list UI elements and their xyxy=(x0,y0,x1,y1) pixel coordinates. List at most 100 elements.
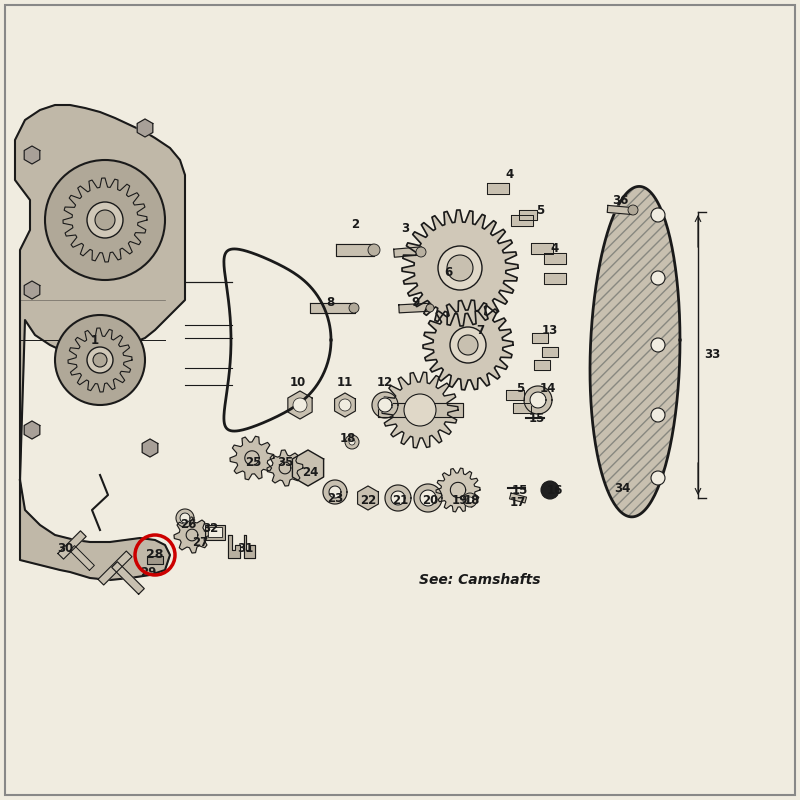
Text: 11: 11 xyxy=(337,375,353,389)
Circle shape xyxy=(426,304,434,312)
Circle shape xyxy=(447,255,473,281)
Polygon shape xyxy=(436,468,480,512)
Polygon shape xyxy=(288,391,312,419)
Text: 19: 19 xyxy=(452,494,468,506)
Text: 15: 15 xyxy=(512,483,528,497)
Polygon shape xyxy=(544,273,566,283)
Circle shape xyxy=(651,271,665,285)
Polygon shape xyxy=(24,421,40,439)
Polygon shape xyxy=(334,393,355,417)
Text: 25: 25 xyxy=(245,455,261,469)
Circle shape xyxy=(45,160,165,280)
Polygon shape xyxy=(15,105,185,480)
Text: 8: 8 xyxy=(326,295,334,309)
Text: 4: 4 xyxy=(506,169,514,182)
Bar xyxy=(208,527,222,537)
Text: 3: 3 xyxy=(401,222,409,234)
Circle shape xyxy=(541,481,559,499)
Text: 10: 10 xyxy=(290,375,306,389)
Circle shape xyxy=(651,408,665,422)
Polygon shape xyxy=(358,486,378,510)
Circle shape xyxy=(651,338,665,352)
Text: 20: 20 xyxy=(422,494,438,506)
Polygon shape xyxy=(112,562,144,594)
Text: 24: 24 xyxy=(302,466,318,478)
Polygon shape xyxy=(378,403,462,417)
Text: 33: 33 xyxy=(704,349,720,362)
Polygon shape xyxy=(90,205,120,235)
Polygon shape xyxy=(267,450,303,486)
Polygon shape xyxy=(534,360,550,370)
Text: 36: 36 xyxy=(612,194,628,206)
Polygon shape xyxy=(450,482,466,498)
Text: 31: 31 xyxy=(237,542,253,554)
Polygon shape xyxy=(511,214,533,226)
Polygon shape xyxy=(176,509,194,527)
Polygon shape xyxy=(58,531,86,559)
Polygon shape xyxy=(524,386,552,414)
Polygon shape xyxy=(70,546,94,570)
Circle shape xyxy=(651,208,665,222)
Polygon shape xyxy=(394,246,422,258)
Polygon shape xyxy=(530,392,546,408)
Text: 12: 12 xyxy=(377,375,393,389)
Polygon shape xyxy=(532,333,548,343)
Polygon shape xyxy=(382,372,458,448)
Polygon shape xyxy=(487,182,509,194)
Polygon shape xyxy=(336,244,374,256)
Text: 1: 1 xyxy=(91,334,99,346)
Polygon shape xyxy=(24,281,40,299)
Polygon shape xyxy=(531,242,553,254)
Polygon shape xyxy=(590,186,680,517)
Polygon shape xyxy=(542,347,558,357)
Circle shape xyxy=(349,303,359,313)
Polygon shape xyxy=(423,300,513,390)
Text: 15: 15 xyxy=(529,411,545,425)
Text: 30: 30 xyxy=(57,542,73,554)
Polygon shape xyxy=(323,480,347,504)
Polygon shape xyxy=(24,146,40,164)
Polygon shape xyxy=(402,210,518,326)
Text: 22: 22 xyxy=(360,494,376,506)
Circle shape xyxy=(368,244,380,256)
Circle shape xyxy=(293,398,307,412)
Polygon shape xyxy=(142,439,158,457)
Text: 14: 14 xyxy=(540,382,556,394)
Text: 35: 35 xyxy=(277,455,293,469)
Polygon shape xyxy=(544,253,566,263)
Circle shape xyxy=(450,327,486,363)
Text: 28: 28 xyxy=(146,549,164,562)
Text: 16: 16 xyxy=(547,483,563,497)
Polygon shape xyxy=(244,535,255,558)
Circle shape xyxy=(438,246,482,290)
Text: 5: 5 xyxy=(536,203,544,217)
Text: 27: 27 xyxy=(192,537,208,550)
Polygon shape xyxy=(420,490,436,506)
Text: 18: 18 xyxy=(340,431,356,445)
Polygon shape xyxy=(293,450,323,486)
Polygon shape xyxy=(63,178,147,262)
Text: 23: 23 xyxy=(327,491,343,505)
Polygon shape xyxy=(180,513,190,523)
Text: 21: 21 xyxy=(392,494,408,506)
Polygon shape xyxy=(607,206,633,214)
Polygon shape xyxy=(506,390,524,400)
Polygon shape xyxy=(310,303,354,313)
Bar xyxy=(205,525,225,540)
Circle shape xyxy=(339,399,351,411)
Polygon shape xyxy=(519,210,537,220)
Text: 4: 4 xyxy=(551,242,559,254)
Polygon shape xyxy=(439,247,481,289)
Circle shape xyxy=(651,471,665,485)
Polygon shape xyxy=(378,398,392,412)
Polygon shape xyxy=(20,480,170,580)
Circle shape xyxy=(345,435,359,449)
Polygon shape xyxy=(186,529,198,541)
Polygon shape xyxy=(510,493,526,503)
Polygon shape xyxy=(90,350,110,370)
Text: See: Camshafts: See: Camshafts xyxy=(419,573,541,587)
Polygon shape xyxy=(279,462,291,474)
Polygon shape xyxy=(230,436,274,480)
Circle shape xyxy=(55,315,145,405)
Bar xyxy=(147,556,163,564)
